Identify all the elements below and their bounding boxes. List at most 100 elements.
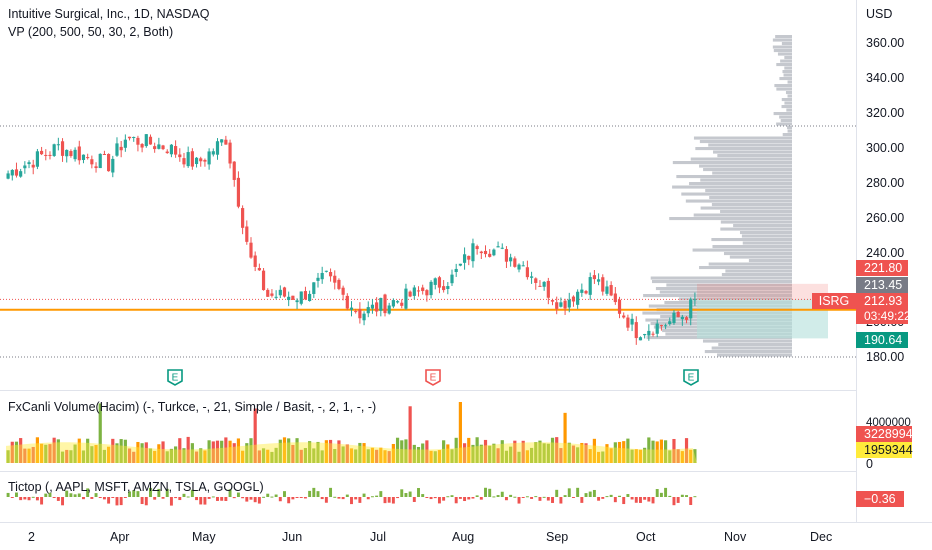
tictop-bar <box>668 495 672 497</box>
pane-divider[interactable] <box>0 471 856 472</box>
volume-bar <box>567 442 571 463</box>
candle-body <box>73 149 77 160</box>
volume-bar <box>668 450 672 463</box>
volume-bar <box>136 441 140 463</box>
price-tick: 180.00 <box>866 350 905 364</box>
volume-bar <box>450 449 454 463</box>
earnings-icon[interactable]: E <box>424 368 442 386</box>
tictop-bar <box>404 493 408 497</box>
tictop-bar <box>567 488 571 497</box>
tictop-bar <box>69 493 73 497</box>
volume-bar <box>433 451 437 463</box>
volume-profile-bar <box>784 66 792 70</box>
tictop-bar <box>492 496 496 498</box>
candle-body <box>626 317 630 328</box>
volume-profile-bar <box>692 248 792 252</box>
tictop-bar <box>324 497 328 503</box>
volume-bar <box>395 437 400 463</box>
candle-body <box>190 151 194 167</box>
tictop-bar <box>312 487 316 497</box>
candle-body <box>408 291 412 297</box>
volume-profile-bar <box>709 196 792 200</box>
tictop-bar <box>136 491 140 497</box>
volume-profile-bar <box>782 70 792 74</box>
volume-bar <box>178 438 182 463</box>
candle-body <box>630 318 634 325</box>
symbol-title[interactable]: Intuitive Surgical, Inc., 1D, NASDAQ <box>8 7 210 21</box>
price-tick: 320.00 <box>866 106 905 120</box>
tictop-bar <box>538 497 542 501</box>
tictop-bar <box>19 497 23 501</box>
volume-bar <box>458 402 462 463</box>
candle-body <box>680 316 684 320</box>
volume-bar <box>375 449 379 463</box>
volume-bar <box>421 443 425 463</box>
volume-bar <box>663 440 668 463</box>
candle-body <box>525 267 529 278</box>
time-label: Aug <box>452 530 475 544</box>
volume-profile-bar <box>717 353 792 357</box>
volume-bar <box>174 446 178 463</box>
tictop-bar <box>454 497 458 504</box>
volume-bar <box>601 451 605 463</box>
vp-indicator-legend[interactable]: VP (200, 500, 50, 30, 2, Both) <box>8 25 174 39</box>
candle-body <box>148 136 153 145</box>
last-price-badge: 212.93 <box>856 293 908 309</box>
volume-profile-bar <box>712 171 792 175</box>
candle-body <box>48 154 52 156</box>
candle-body <box>429 281 433 296</box>
tictop-legend[interactable]: Tictop (, AAPL, MSFT, AMZN, TSLA, GOOGL) <box>8 480 264 494</box>
time-label: Apr <box>110 530 130 544</box>
pane-divider[interactable] <box>0 390 856 391</box>
volume-bar <box>90 446 94 463</box>
earnings-icon[interactable]: E <box>166 368 184 386</box>
volume-bar <box>429 450 433 463</box>
volume-profile-bar <box>704 350 792 354</box>
volume-bar <box>354 449 358 463</box>
volume-profile-bar <box>723 252 792 256</box>
volume-bar <box>517 451 521 463</box>
volume-bar <box>546 443 550 463</box>
tictop-bar <box>291 497 295 500</box>
tictop-bar <box>626 494 630 497</box>
volume-bar <box>643 447 647 463</box>
volume-profile-bar <box>773 49 792 53</box>
tictop-bar <box>132 490 136 497</box>
candle-body <box>555 302 559 309</box>
volume-bar <box>203 450 207 463</box>
volume-bar <box>634 449 638 463</box>
candle-body <box>140 144 144 148</box>
volume-bar <box>341 446 345 463</box>
volume-bar <box>132 451 136 463</box>
tictop-bar <box>211 496 215 498</box>
candle-body <box>65 149 69 157</box>
candle-body <box>31 164 35 168</box>
volume-profile-bar <box>748 259 792 263</box>
candle-body <box>308 293 312 302</box>
tictop-bar <box>161 497 165 499</box>
candle-body <box>395 301 400 303</box>
volume-bar <box>412 444 416 463</box>
volume-bar <box>148 448 153 463</box>
candle-body <box>471 243 475 262</box>
candle-body <box>211 151 215 155</box>
low-price-badge: 190.64 <box>856 332 908 348</box>
candle-body <box>412 287 416 296</box>
volume-bar <box>295 438 299 463</box>
volume-bar <box>257 450 261 463</box>
symbol-badge[interactable]: ISRG <box>812 293 856 309</box>
tictop-bar <box>375 495 379 497</box>
tictop-bar <box>203 497 207 505</box>
tictop-bar <box>15 492 18 497</box>
volume-profile-bar <box>669 217 792 221</box>
volume-legend[interactable]: FxCanli Volume(Hacim) (-, Turkce, -, 21,… <box>8 400 377 414</box>
candle-body <box>35 151 40 167</box>
time-label: Jun <box>282 530 303 544</box>
volume-profile-bar <box>780 119 792 123</box>
tictop-bar <box>278 497 282 502</box>
tictop-bar <box>77 493 81 497</box>
earnings-icon[interactable]: E <box>682 368 700 386</box>
candle-body <box>500 247 504 249</box>
